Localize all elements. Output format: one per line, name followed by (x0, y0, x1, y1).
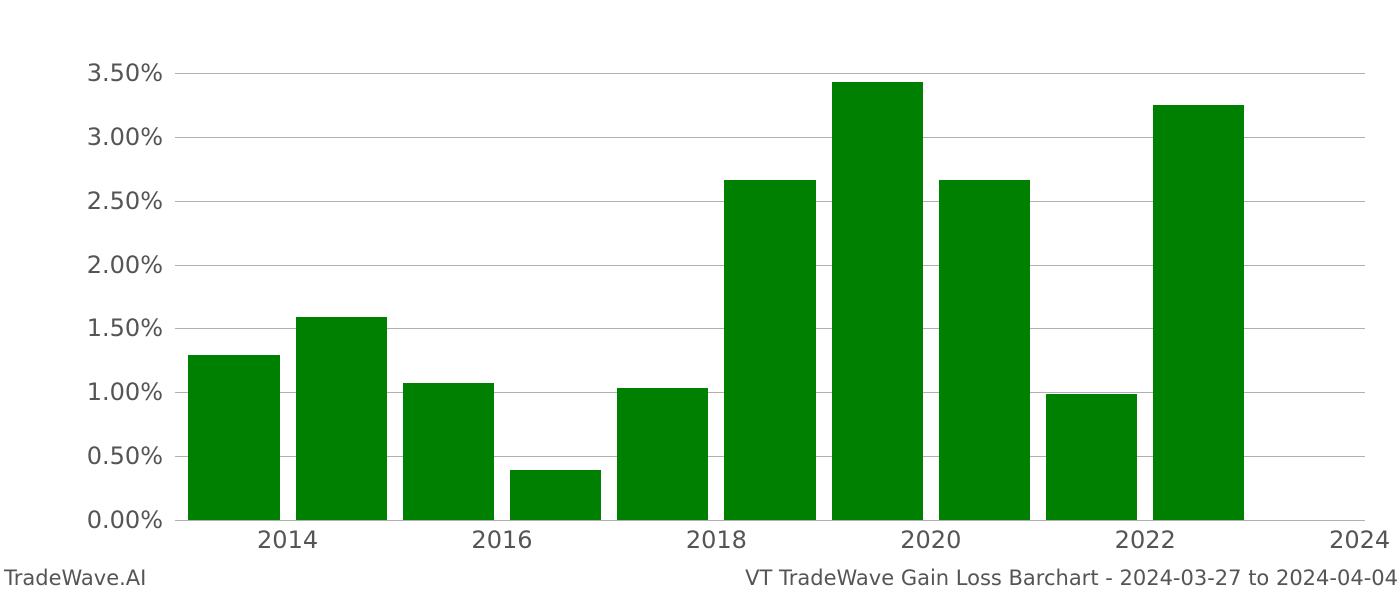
x-axis-tick-label: 2022 (1115, 526, 1176, 554)
y-axis-tick-label: 2.00% (75, 251, 163, 279)
x-axis-tick-label: 2016 (471, 526, 532, 554)
bar (1153, 105, 1244, 520)
bar (296, 317, 387, 520)
bar (510, 470, 601, 520)
y-axis-tick-label: 0.00% (75, 506, 163, 534)
chart-description-label: VT TradeWave Gain Loss Barchart - 2024-0… (745, 566, 1398, 590)
y-axis-tick-label: 2.50% (75, 187, 163, 215)
x-axis-tick-label: 2020 (900, 526, 961, 554)
y-axis-tick-label: 3.00% (75, 123, 163, 151)
y-axis-tick-label: 1.00% (75, 378, 163, 406)
bar (188, 355, 279, 520)
bar (939, 180, 1030, 520)
gridline (175, 73, 1365, 74)
y-axis-tick-label: 3.50% (75, 59, 163, 87)
bar (724, 180, 815, 520)
gain-loss-barchart (175, 60, 1365, 520)
x-axis-tick-label: 2024 (1329, 526, 1390, 554)
gridline (175, 520, 1365, 521)
x-axis-tick-label: 2014 (257, 526, 318, 554)
brand-label: TradeWave.AI (4, 566, 146, 590)
y-axis-tick-label: 1.50% (75, 314, 163, 342)
bar (1046, 394, 1137, 520)
x-axis-tick-label: 2018 (686, 526, 747, 554)
bar (617, 388, 708, 520)
bar (832, 82, 923, 520)
bar (403, 383, 494, 520)
y-axis-tick-label: 0.50% (75, 442, 163, 470)
